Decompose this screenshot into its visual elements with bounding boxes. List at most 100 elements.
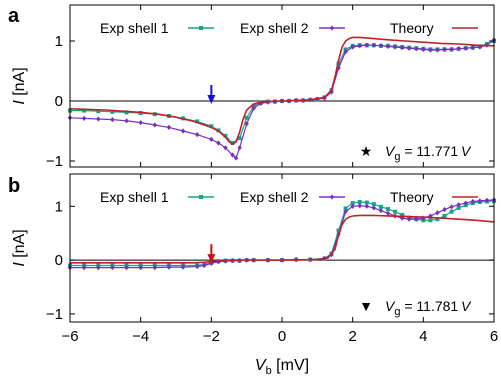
x-tick-label: −6 xyxy=(61,328,78,345)
legend-entry: Exp shell 1 xyxy=(100,20,169,36)
data-point xyxy=(421,46,426,52)
data-point xyxy=(435,47,440,53)
data-point xyxy=(124,110,129,115)
annotation-symbol: ▼ xyxy=(359,298,373,314)
data-point xyxy=(343,206,348,211)
data-point xyxy=(449,204,454,210)
data-point xyxy=(407,216,412,222)
data-point xyxy=(350,44,355,50)
data-point xyxy=(442,46,447,52)
series-line xyxy=(70,40,495,144)
data-point xyxy=(81,265,87,271)
legend: Exp shell 1 Exp shell 2 Theory xyxy=(100,189,478,205)
data-point xyxy=(336,228,341,233)
data-point xyxy=(237,145,242,151)
data-point xyxy=(371,205,377,211)
data-point xyxy=(463,45,468,51)
arrow-marker xyxy=(207,244,216,264)
data-point xyxy=(428,47,433,53)
y-tick-label: −1 xyxy=(46,306,63,323)
series-line xyxy=(70,214,495,264)
data-point xyxy=(138,120,143,126)
data-point xyxy=(209,124,214,129)
data-point xyxy=(223,258,228,264)
data-point xyxy=(385,43,391,49)
series-exp-shell-1 xyxy=(68,198,496,268)
legend-marker xyxy=(329,194,335,200)
data-point xyxy=(364,203,369,209)
data-point xyxy=(357,203,362,209)
data-point xyxy=(81,115,87,121)
data-point xyxy=(470,198,475,205)
series-exp-shell-2 xyxy=(67,197,497,271)
data-point xyxy=(364,200,369,205)
data-point xyxy=(364,42,369,48)
data-point xyxy=(343,209,348,215)
x-tick-label: −4 xyxy=(132,328,149,345)
legend-entry: Exp shell 2 xyxy=(240,20,309,36)
y-tick-label: 1 xyxy=(55,198,63,215)
data-point xyxy=(442,213,447,218)
data-point xyxy=(233,155,239,161)
x-tick-label: 4 xyxy=(419,328,427,345)
data-point xyxy=(378,207,384,214)
data-point xyxy=(166,264,172,270)
data-point xyxy=(392,44,398,50)
data-point xyxy=(357,43,362,49)
data-point xyxy=(180,264,186,270)
legend-entry: Exp shell 1 xyxy=(100,189,169,205)
legend-entry: Theory xyxy=(390,189,434,205)
data-point xyxy=(456,205,461,210)
data-point xyxy=(435,217,440,222)
data-point xyxy=(202,262,207,269)
data-point xyxy=(442,206,447,213)
data-point xyxy=(449,209,454,214)
y-axis-label: I [nA] xyxy=(11,229,28,266)
panel-letter: b xyxy=(8,175,20,197)
series-line xyxy=(70,199,495,269)
panel-letter: a xyxy=(8,5,20,27)
data-point xyxy=(477,198,483,204)
series-theory xyxy=(70,214,495,264)
x-tick-label: 0 xyxy=(278,328,286,345)
legend-marker xyxy=(199,26,203,30)
legend-entry: Theory xyxy=(390,20,434,36)
data-point xyxy=(230,141,235,145)
data-point xyxy=(96,265,101,271)
annotation-text: Vg = 11.771 V xyxy=(385,143,472,163)
data-point xyxy=(110,265,115,271)
data-point xyxy=(371,202,376,207)
data-point xyxy=(180,128,186,134)
data-point xyxy=(350,203,355,209)
data-point xyxy=(435,210,440,216)
data-point xyxy=(463,200,468,206)
data-point xyxy=(399,45,405,51)
data-point xyxy=(230,152,235,158)
legend-entry: Exp shell 2 xyxy=(240,189,309,205)
annotation-symbol: ★ xyxy=(360,143,373,159)
data-point xyxy=(216,140,221,146)
series-line xyxy=(69,36,495,146)
data-point xyxy=(400,212,405,217)
arrow-marker xyxy=(207,85,216,104)
y-tick-label: −1 xyxy=(46,153,63,170)
x-tick-label: −2 xyxy=(203,328,220,345)
annotation-text: Vg = 11.781 V xyxy=(385,298,472,318)
data-point xyxy=(414,46,419,52)
data-point xyxy=(251,105,256,111)
series-exp-shell-1 xyxy=(68,39,496,145)
data-point xyxy=(456,46,461,52)
x-tick-label: 2 xyxy=(348,328,356,345)
series-theory xyxy=(69,36,495,146)
data-point xyxy=(223,133,228,138)
data-point xyxy=(470,45,475,51)
data-point xyxy=(428,218,433,223)
data-point xyxy=(82,108,87,113)
data-point xyxy=(96,116,101,122)
data-point xyxy=(110,109,115,114)
data-point xyxy=(386,206,390,211)
data-point xyxy=(209,136,214,142)
data-point xyxy=(329,89,334,95)
